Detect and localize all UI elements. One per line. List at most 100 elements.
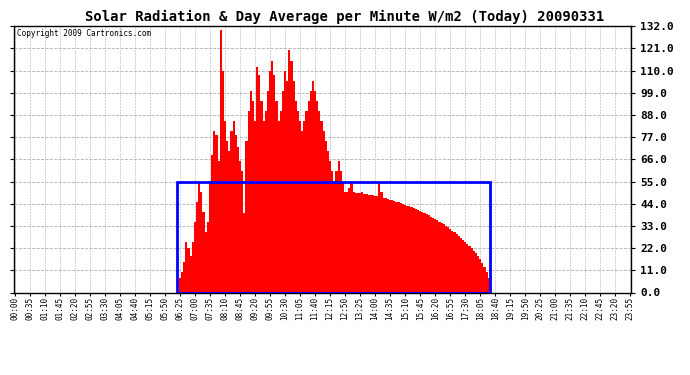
Bar <box>355 193 357 292</box>
Bar <box>337 161 339 292</box>
Text: Solar Radiation & Day Average per Minute W/m2 (Today) 20090331: Solar Radiation & Day Average per Minute… <box>86 9 604 24</box>
Bar <box>200 192 202 292</box>
Bar <box>387 199 389 292</box>
Bar <box>316 101 318 292</box>
Bar <box>250 91 252 292</box>
Bar <box>265 111 267 292</box>
Bar <box>357 193 359 292</box>
Text: Copyright 2009 Cartronics.com: Copyright 2009 Cartronics.com <box>17 29 151 38</box>
Bar <box>366 194 368 292</box>
Bar <box>342 182 344 292</box>
Bar <box>432 218 434 292</box>
Bar <box>277 121 279 292</box>
Bar <box>217 161 219 292</box>
Bar <box>464 242 466 292</box>
Bar <box>348 188 351 292</box>
Bar <box>378 182 380 292</box>
Bar <box>290 60 293 292</box>
Bar <box>273 75 275 292</box>
Bar <box>252 101 254 292</box>
Bar <box>376 196 378 292</box>
Bar <box>177 182 490 292</box>
Bar <box>335 171 337 292</box>
Bar <box>207 222 209 292</box>
Bar <box>440 223 443 292</box>
Bar <box>179 278 181 292</box>
Bar <box>426 214 428 292</box>
Bar <box>295 101 297 292</box>
Bar <box>374 196 376 292</box>
Bar <box>284 70 286 292</box>
Bar <box>286 81 288 292</box>
Bar <box>297 111 299 292</box>
Bar <box>262 121 265 292</box>
Bar <box>314 91 316 292</box>
Bar <box>383 198 385 292</box>
Bar <box>424 213 426 292</box>
Bar <box>215 135 217 292</box>
Bar <box>488 278 490 292</box>
Bar <box>256 67 258 292</box>
Bar <box>346 192 348 292</box>
Bar <box>455 234 457 292</box>
Bar <box>186 242 188 292</box>
Bar <box>462 240 464 292</box>
Bar <box>325 141 327 292</box>
Bar <box>380 192 383 292</box>
Bar <box>244 213 246 292</box>
Bar <box>327 151 329 292</box>
Bar <box>385 198 387 292</box>
Bar <box>447 227 449 292</box>
Bar <box>460 238 462 292</box>
Bar <box>219 30 221 292</box>
Bar <box>449 229 451 292</box>
Bar <box>306 111 308 292</box>
Bar <box>411 207 413 292</box>
Bar <box>246 141 248 292</box>
Bar <box>457 236 460 292</box>
Bar <box>192 242 194 292</box>
Bar <box>239 161 241 292</box>
Bar <box>368 195 370 292</box>
Bar <box>224 121 226 292</box>
Bar <box>213 131 215 292</box>
Bar <box>269 70 271 292</box>
Bar <box>421 212 424 292</box>
Bar <box>310 91 312 292</box>
Bar <box>248 111 250 292</box>
Bar <box>417 210 419 292</box>
Bar <box>226 141 228 292</box>
Bar <box>230 131 233 292</box>
Bar <box>475 254 477 292</box>
Bar <box>339 171 342 292</box>
Bar <box>209 182 211 292</box>
Bar <box>436 220 438 292</box>
Bar <box>408 206 411 292</box>
Bar <box>196 202 198 292</box>
Bar <box>364 194 366 292</box>
Bar <box>415 209 417 292</box>
Bar <box>181 272 184 292</box>
Bar <box>323 131 325 292</box>
Bar <box>221 70 224 292</box>
Bar <box>329 161 331 292</box>
Bar <box>318 111 320 292</box>
Bar <box>228 151 230 292</box>
Bar <box>299 121 301 292</box>
Bar <box>473 251 475 292</box>
Bar <box>406 206 408 292</box>
Bar <box>288 51 290 292</box>
Bar <box>428 215 430 292</box>
Bar <box>402 204 404 292</box>
Bar <box>484 267 486 292</box>
Bar <box>479 260 481 292</box>
Bar <box>481 263 484 292</box>
Bar <box>419 211 421 292</box>
Bar <box>198 182 200 292</box>
Bar <box>312 81 314 292</box>
Bar <box>254 121 256 292</box>
Bar <box>211 155 213 292</box>
Bar <box>413 208 415 292</box>
Bar <box>279 111 282 292</box>
Bar <box>282 91 284 292</box>
